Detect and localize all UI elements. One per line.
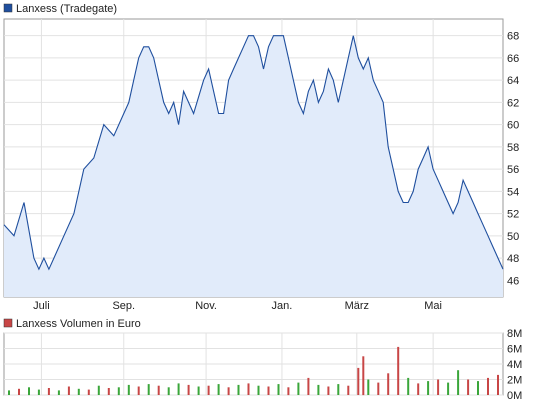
volume-bar (107, 388, 110, 395)
price-y-tick-label: 68 (507, 31, 519, 43)
volume-bar (217, 384, 220, 395)
volume-bar (427, 381, 430, 395)
volume-bar (447, 382, 450, 395)
price-y-tick-label: 60 (507, 120, 519, 132)
volume-bar (327, 386, 330, 395)
price-y-tick-label: 66 (507, 53, 519, 65)
price-x-tick-label: Juli (33, 300, 50, 312)
volume-bar (227, 387, 230, 396)
volume-bar (177, 383, 180, 395)
volume-bar (417, 383, 420, 395)
volume-bar (127, 384, 130, 395)
price-series-line (3, 35, 504, 271)
price-x-tick-label: Sep. (112, 300, 135, 312)
volume-y-tick-label: 0M (507, 390, 522, 401)
volume-legend-label: Lanxess Volumen in Euro (16, 318, 141, 330)
volume-bar (257, 385, 260, 395)
volume-y-tick-label: 8M (507, 328, 522, 340)
volume-bar (497, 374, 499, 395)
price-y-tick-label: 56 (507, 164, 519, 176)
price-x-tick-label: Mai (424, 300, 442, 312)
volume-bar (277, 384, 280, 395)
price-y-tick-label: 46 (507, 275, 519, 287)
price-area-fill (4, 35, 503, 297)
volume-bar (67, 386, 70, 395)
volume-bar (377, 382, 380, 395)
price-x-tick-label: Nov. (195, 300, 217, 312)
price-y-tick-label: 50 (507, 231, 519, 243)
volume-y-tick-label: 4M (507, 359, 522, 371)
volume-bar (8, 390, 10, 395)
volume-bar (397, 346, 400, 395)
volume-bar (117, 387, 120, 396)
volume-y-tick-label: 6M (507, 344, 522, 356)
volume-bar (87, 389, 90, 395)
volume-bar (237, 384, 240, 395)
volume-bar (337, 384, 340, 395)
volume-bar (467, 379, 470, 395)
price-y-tick-label: 48 (507, 253, 519, 265)
volume-bar (362, 356, 365, 396)
volume-bar (77, 388, 80, 395)
volume-bar (97, 385, 100, 395)
volume-bar (187, 384, 190, 395)
price-legend-label: Lanxess (Tradegate) (16, 3, 117, 15)
volume-bar (407, 377, 410, 395)
price-x-tick-label: Jan. (272, 300, 293, 312)
volume-y-tick-label: 2M (507, 375, 522, 387)
volume-bar (247, 383, 250, 395)
volume-bar (317, 384, 320, 395)
volume-bar (47, 388, 50, 395)
volume-bar (307, 377, 310, 395)
volume-bar (207, 385, 210, 395)
price-x-axis: Juli Sep. Nov. Jan. März Mai (33, 300, 442, 312)
volume-bar (147, 384, 150, 395)
price-y-tick-label: 52 (507, 209, 519, 221)
volume-bar (357, 367, 360, 395)
price-y-tick-label: 62 (507, 97, 519, 109)
volume-gridlines (4, 332, 503, 396)
price-x-tick-label: März (345, 300, 369, 312)
price-y-tick-label: 64 (507, 75, 519, 87)
volume-bar (37, 389, 40, 395)
volume-bar (437, 379, 440, 395)
volume-bar (287, 387, 290, 396)
volume-bar (457, 370, 460, 395)
volume-bar (167, 387, 170, 396)
volume-bars (8, 346, 499, 396)
volume-legend-swatch (3, 318, 13, 328)
price-y-axis: 46 48 50 52 54 56 58 60 62 64 66 68 (507, 31, 519, 288)
volume-bar (197, 386, 200, 395)
volume-bar (387, 373, 390, 395)
volume-bar (297, 382, 300, 395)
volume-bar (347, 385, 350, 395)
price-legend-swatch (3, 3, 13, 13)
volume-bar (137, 386, 140, 395)
volume-bar (367, 379, 370, 395)
volume-bar (18, 388, 20, 395)
volume-bar (28, 387, 30, 396)
volume-bar (267, 386, 270, 395)
price-y-tick-label: 54 (507, 186, 519, 198)
volume-bar (487, 377, 489, 395)
volume-bar (477, 381, 479, 395)
price-y-tick-label: 58 (507, 142, 519, 154)
volume-bar (157, 385, 160, 395)
volume-y-axis: 0M 2M 4M 6M 8M (507, 328, 522, 401)
volume-bar (57, 390, 60, 395)
